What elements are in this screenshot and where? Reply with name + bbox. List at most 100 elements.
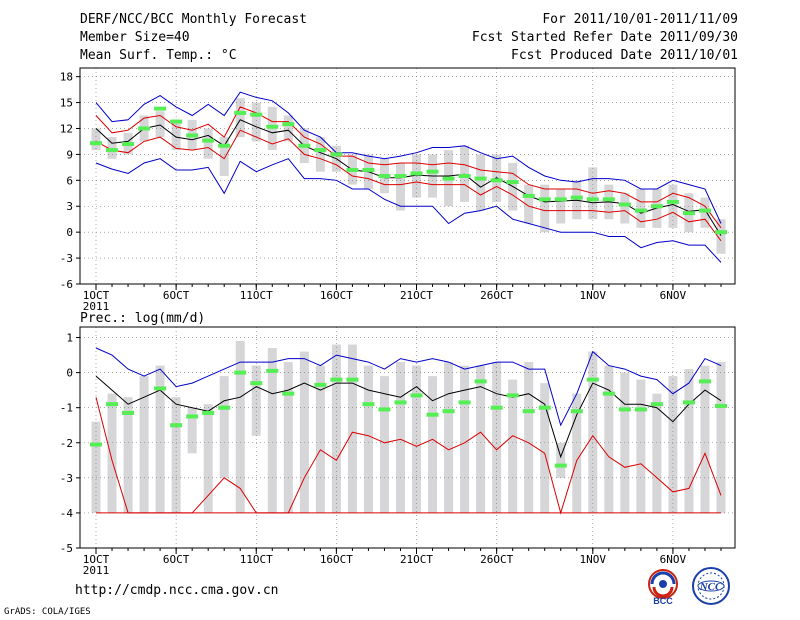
y-tick-label: -6 <box>60 278 73 291</box>
median-marker-12 <box>266 124 279 129</box>
y-tick-label: 0 <box>66 367 73 380</box>
chart-panel-1: -6 -3 0 3 6 9 12 15 18 1OCT 6OCT 11OCT 16OCT 21OCT 26O… <box>60 67 736 313</box>
grads-credit: GrADS: COLA/IGES <box>4 607 91 617</box>
median-marker-34 <box>618 202 631 207</box>
median-marker-13 <box>282 391 295 396</box>
spread-box-25 <box>476 154 486 211</box>
median-marker-38 <box>682 211 695 216</box>
median-marker-32 <box>586 377 599 382</box>
median-marker-4 <box>138 126 151 131</box>
median-marker-27 <box>506 393 519 398</box>
spread-box-32 <box>588 351 598 513</box>
x-tick-label: 6NOV <box>660 553 687 566</box>
median-marker-5 <box>154 386 167 391</box>
spread-box-2 <box>107 393 117 513</box>
bcc-logo: BCC <box>648 569 678 606</box>
x-tick-label: 1NOV <box>580 289 607 302</box>
median-marker-20 <box>394 174 407 178</box>
spread-box-11 <box>251 365 261 436</box>
median-marker-17 <box>346 167 359 172</box>
median-marker-20 <box>394 400 407 405</box>
median-marker-1 <box>90 442 102 447</box>
median-marker-7 <box>186 133 199 138</box>
median-marker-39 <box>698 379 711 384</box>
x-tick-label: 1OCT <box>83 289 110 302</box>
ncc-logo: NCC <box>692 567 730 605</box>
median-marker-40 <box>715 230 727 235</box>
median-marker-18 <box>362 167 375 172</box>
median-marker-15 <box>314 382 327 387</box>
x-tick-label: 1NOV <box>580 553 607 566</box>
x-tick-label: 6NOV <box>660 289 687 302</box>
median-marker-10 <box>234 370 247 375</box>
y-tick-label: 0 <box>66 226 73 239</box>
spread-box-39 <box>700 197 710 228</box>
median-marker-23 <box>442 176 455 181</box>
median-marker-19 <box>378 407 391 412</box>
series-line-ensemble-max <box>95 91 722 224</box>
spread-box-27 <box>508 379 518 513</box>
median-marker-3 <box>122 142 135 147</box>
spread-box-10 <box>235 341 245 513</box>
spread-box-38 <box>684 369 694 513</box>
spread-box-14 <box>299 351 309 513</box>
median-marker-40 <box>715 403 727 408</box>
median-marker-23 <box>442 409 455 414</box>
y-tick-label: 6 <box>66 174 73 187</box>
median-marker-39 <box>698 208 711 213</box>
median-marker-12 <box>266 368 279 373</box>
median-marker-33 <box>602 391 615 396</box>
spread-box-39 <box>700 365 710 513</box>
median-marker-21 <box>410 393 423 398</box>
median-marker-26 <box>490 178 503 183</box>
spread-box-40 <box>716 219 726 254</box>
median-marker-9 <box>218 405 231 410</box>
x-tick-label: 21OCT <box>400 289 433 302</box>
median-marker-29 <box>538 405 551 410</box>
spread-box-36 <box>652 393 662 513</box>
source-url[interactable]: http://cmdp.ncc.cma.gov.cn <box>75 583 279 598</box>
spread-box-5 <box>155 111 165 138</box>
y-tick-label: 15 <box>60 97 73 110</box>
median-marker-11 <box>250 112 263 117</box>
median-marker-32 <box>586 197 599 202</box>
chart-title: DERF/NCC/BCC Monthly Forecast <box>80 12 307 27</box>
x-tick-label: 16OCT <box>320 289 353 302</box>
spread-box-5 <box>155 365 165 513</box>
median-marker-37 <box>666 199 679 204</box>
median-marker-6 <box>170 423 183 428</box>
spread-box-8 <box>203 404 213 513</box>
median-marker-27 <box>506 180 519 185</box>
bcc-logo-text: BCC <box>653 596 673 606</box>
median-marker-19 <box>378 174 391 178</box>
median-marker-9 <box>218 143 231 148</box>
median-marker-35 <box>634 208 647 213</box>
forecast-produced-date: Fcst Produced Date 2011/10/01 <box>511 48 738 63</box>
median-marker-24 <box>458 174 471 178</box>
spread-box-24 <box>460 365 470 513</box>
spread-box-7 <box>187 407 197 454</box>
y-tick-label: 3 <box>66 200 73 213</box>
spread-box-33 <box>604 365 614 513</box>
median-marker-16 <box>330 377 343 382</box>
spread-box-1 <box>91 128 101 151</box>
spread-box-37 <box>668 376 678 513</box>
spread-box-19 <box>379 376 389 513</box>
spread-box-13 <box>283 362 293 513</box>
median-marker-10 <box>234 110 247 115</box>
median-marker-13 <box>282 122 295 127</box>
median-marker-31 <box>570 195 583 200</box>
median-marker-2 <box>106 148 119 153</box>
spread-box-35 <box>636 188 646 228</box>
median-marker-28 <box>522 193 535 198</box>
y-tick-label: -2 <box>60 437 73 450</box>
x-tick-label: 1OCT <box>83 553 110 566</box>
spread-box-26 <box>492 362 502 513</box>
median-marker-33 <box>602 197 615 202</box>
y-tick-label: -4 <box>60 507 74 520</box>
spread-box-15 <box>315 365 325 513</box>
member-size-label: Member Size=40 <box>80 30 190 45</box>
y-tick-label: 1 <box>66 332 73 345</box>
median-marker-3 <box>122 410 135 415</box>
spread-box-12 <box>267 348 277 513</box>
